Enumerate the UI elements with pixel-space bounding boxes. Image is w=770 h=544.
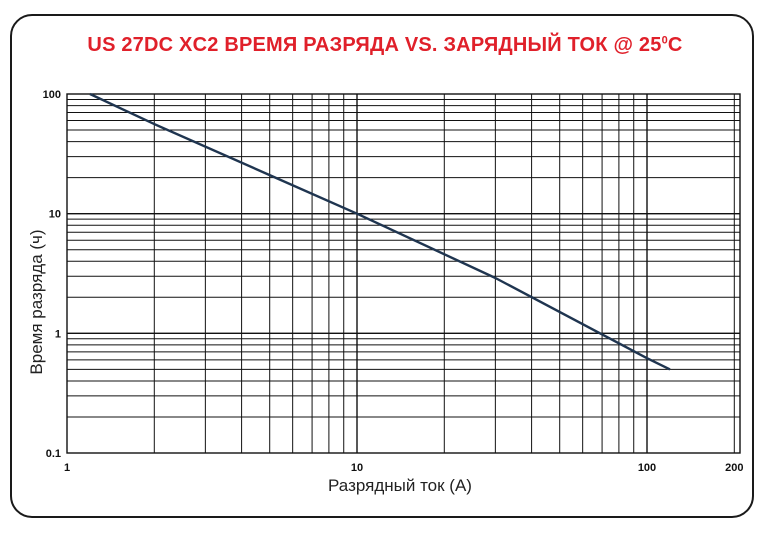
y-axis-label: Время разряда (ч) — [27, 229, 46, 375]
chart-frame — [10, 14, 754, 518]
title-superscript: 0 — [661, 34, 668, 47]
series-line — [89, 92, 671, 371]
x-tick-label: 1 — [64, 462, 70, 474]
series-area — [89, 92, 671, 371]
plot-border — [66, 93, 741, 454]
grid-lines — [66, 93, 741, 454]
y-tick-label: 0.1 — [46, 448, 61, 460]
x-axis-label: Разрядный ток (А) — [328, 476, 472, 495]
x-tick-label: 100 — [638, 462, 656, 474]
x-tick-label: 200 — [725, 462, 743, 474]
y-tick-label: 10 — [49, 209, 61, 221]
x-tick-label: 10 — [351, 462, 363, 474]
y-tick-label: 100 — [43, 89, 61, 101]
chart-title: US 27DC XC2 ВРЕМЯ РАЗРЯДА VS. ЗАРЯДНЫЙ Т… — [87, 34, 683, 56]
y-tick-label: 1 — [55, 328, 61, 340]
